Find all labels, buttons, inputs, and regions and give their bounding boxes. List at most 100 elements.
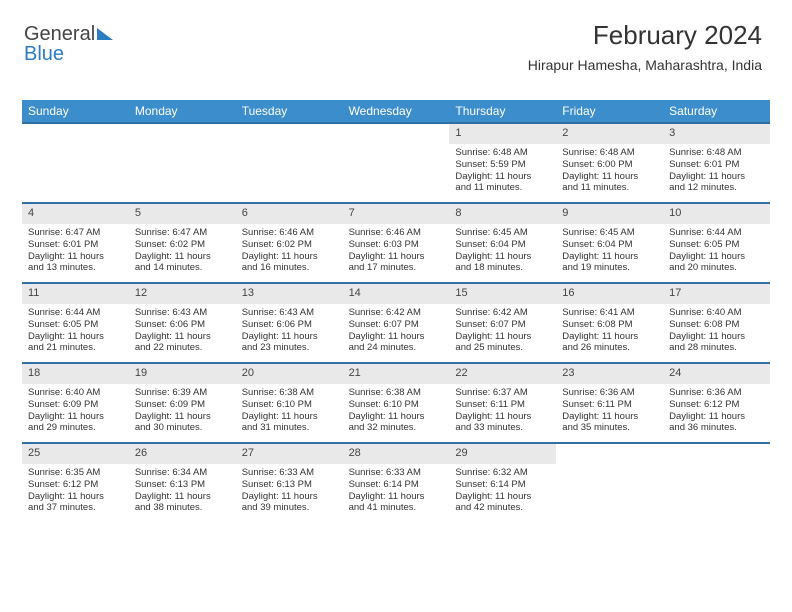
day-number: 11 <box>22 284 129 304</box>
daylight-line-2: and 25 minutes. <box>455 342 550 354</box>
calendar-cell: 27Sunrise: 6:33 AMSunset: 6:13 PMDayligh… <box>236 444 343 522</box>
day-number: 19 <box>129 364 236 384</box>
logo-text-1: General <box>24 23 95 45</box>
sunset-line: Sunset: 6:13 PM <box>135 479 230 491</box>
calendar-week: 4Sunrise: 6:47 AMSunset: 6:01 PMDaylight… <box>22 202 770 282</box>
calendar-cell <box>663 444 770 522</box>
daylight-line-2: and 18 minutes. <box>455 262 550 274</box>
sunset-line: Sunset: 6:10 PM <box>242 399 337 411</box>
sunset-line: Sunset: 6:07 PM <box>349 319 444 331</box>
calendar-cell: 7Sunrise: 6:46 AMSunset: 6:03 PMDaylight… <box>343 204 450 282</box>
daylight-line-2: and 17 minutes. <box>349 262 444 274</box>
daylight-line-2: and 41 minutes. <box>349 502 444 514</box>
calendar-week: 1Sunrise: 6:48 AMSunset: 5:59 PMDaylight… <box>22 122 770 202</box>
calendar-cell: 8Sunrise: 6:45 AMSunset: 6:04 PMDaylight… <box>449 204 556 282</box>
dayhead-thu: Thursday <box>449 100 556 122</box>
day-number-empty <box>343 124 450 144</box>
day-body: Sunrise: 6:38 AMSunset: 6:10 PMDaylight:… <box>343 384 450 440</box>
sunrise-line: Sunrise: 6:45 AM <box>455 227 550 239</box>
day-body: Sunrise: 6:48 AMSunset: 6:00 PMDaylight:… <box>556 144 663 200</box>
sunrise-line: Sunrise: 6:42 AM <box>455 307 550 319</box>
calendar-week: 11Sunrise: 6:44 AMSunset: 6:05 PMDayligh… <box>22 282 770 362</box>
daylight-line-2: and 16 minutes. <box>242 262 337 274</box>
daylight-line-1: Daylight: 11 hours <box>455 491 550 503</box>
sunrise-line: Sunrise: 6:38 AM <box>349 387 444 399</box>
day-body: Sunrise: 6:43 AMSunset: 6:06 PMDaylight:… <box>236 304 343 360</box>
calendar-cell: 5Sunrise: 6:47 AMSunset: 6:02 PMDaylight… <box>129 204 236 282</box>
dayhead-mon: Monday <box>129 100 236 122</box>
dayhead-tue: Tuesday <box>236 100 343 122</box>
sunset-line: Sunset: 6:05 PM <box>669 239 764 251</box>
sunset-line: Sunset: 6:07 PM <box>455 319 550 331</box>
calendar-cell <box>22 124 129 202</box>
day-body: Sunrise: 6:48 AMSunset: 6:01 PMDaylight:… <box>663 144 770 200</box>
sunset-line: Sunset: 6:11 PM <box>562 399 657 411</box>
daylight-line-2: and 22 minutes. <box>135 342 230 354</box>
day-body: Sunrise: 6:40 AMSunset: 6:08 PMDaylight:… <box>663 304 770 360</box>
calendar-cell: 16Sunrise: 6:41 AMSunset: 6:08 PMDayligh… <box>556 284 663 362</box>
calendar-cell: 6Sunrise: 6:46 AMSunset: 6:02 PMDaylight… <box>236 204 343 282</box>
daylight-line-2: and 29 minutes. <box>28 422 123 434</box>
sunset-line: Sunset: 6:06 PM <box>242 319 337 331</box>
day-body: Sunrise: 6:43 AMSunset: 6:06 PMDaylight:… <box>129 304 236 360</box>
sunrise-line: Sunrise: 6:44 AM <box>669 227 764 239</box>
daylight-line-2: and 33 minutes. <box>455 422 550 434</box>
day-number-empty <box>556 444 663 464</box>
calendar-cell: 15Sunrise: 6:42 AMSunset: 6:07 PMDayligh… <box>449 284 556 362</box>
sunset-line: Sunset: 6:05 PM <box>28 319 123 331</box>
sunrise-line: Sunrise: 6:33 AM <box>349 467 444 479</box>
page-title: February 2024 <box>528 20 762 51</box>
header: February 2024 Hirapur Hamesha, Maharasht… <box>528 20 762 73</box>
daylight-line-1: Daylight: 11 hours <box>242 251 337 263</box>
day-body: Sunrise: 6:44 AMSunset: 6:05 PMDaylight:… <box>663 224 770 280</box>
day-number: 29 <box>449 444 556 464</box>
sunset-line: Sunset: 6:12 PM <box>28 479 123 491</box>
daylight-line-1: Daylight: 11 hours <box>562 171 657 183</box>
calendar-cell: 21Sunrise: 6:38 AMSunset: 6:10 PMDayligh… <box>343 364 450 442</box>
calendar-cell: 12Sunrise: 6:43 AMSunset: 6:06 PMDayligh… <box>129 284 236 362</box>
daylight-line-2: and 35 minutes. <box>562 422 657 434</box>
sunrise-line: Sunrise: 6:40 AM <box>28 387 123 399</box>
daylight-line-2: and 19 minutes. <box>562 262 657 274</box>
calendar-cell: 18Sunrise: 6:40 AMSunset: 6:09 PMDayligh… <box>22 364 129 442</box>
day-number-empty <box>663 444 770 464</box>
daylight-line-1: Daylight: 11 hours <box>242 491 337 503</box>
daylight-line-1: Daylight: 11 hours <box>135 491 230 503</box>
logo-triangle-icon <box>97 28 113 40</box>
sunrise-line: Sunrise: 6:47 AM <box>28 227 123 239</box>
daylight-line-2: and 11 minutes. <box>562 182 657 194</box>
calendar-cell: 10Sunrise: 6:44 AMSunset: 6:05 PMDayligh… <box>663 204 770 282</box>
day-number: 9 <box>556 204 663 224</box>
day-body: Sunrise: 6:47 AMSunset: 6:01 PMDaylight:… <box>22 224 129 280</box>
sunrise-line: Sunrise: 6:48 AM <box>669 147 764 159</box>
sunrise-line: Sunrise: 6:35 AM <box>28 467 123 479</box>
daylight-line-1: Daylight: 11 hours <box>28 331 123 343</box>
sunset-line: Sunset: 6:04 PM <box>562 239 657 251</box>
daylight-line-1: Daylight: 11 hours <box>669 251 764 263</box>
daylight-line-2: and 30 minutes. <box>135 422 230 434</box>
day-number: 3 <box>663 124 770 144</box>
sunrise-line: Sunrise: 6:47 AM <box>135 227 230 239</box>
calendar-cell: 14Sunrise: 6:42 AMSunset: 6:07 PMDayligh… <box>343 284 450 362</box>
day-body: Sunrise: 6:40 AMSunset: 6:09 PMDaylight:… <box>22 384 129 440</box>
daylight-line-2: and 14 minutes. <box>135 262 230 274</box>
daylight-line-1: Daylight: 11 hours <box>455 411 550 423</box>
daylight-line-2: and 38 minutes. <box>135 502 230 514</box>
day-number: 21 <box>343 364 450 384</box>
sunset-line: Sunset: 6:02 PM <box>135 239 230 251</box>
sunrise-line: Sunrise: 6:36 AM <box>562 387 657 399</box>
day-number: 13 <box>236 284 343 304</box>
calendar-cell: 17Sunrise: 6:40 AMSunset: 6:08 PMDayligh… <box>663 284 770 362</box>
day-body: Sunrise: 6:47 AMSunset: 6:02 PMDaylight:… <box>129 224 236 280</box>
daylight-line-2: and 37 minutes. <box>28 502 123 514</box>
daylight-line-1: Daylight: 11 hours <box>562 331 657 343</box>
day-body: Sunrise: 6:35 AMSunset: 6:12 PMDaylight:… <box>22 464 129 520</box>
sunset-line: Sunset: 6:14 PM <box>349 479 444 491</box>
sunset-line: Sunset: 6:03 PM <box>349 239 444 251</box>
day-number: 12 <box>129 284 236 304</box>
sunset-line: Sunset: 6:11 PM <box>455 399 550 411</box>
sunrise-line: Sunrise: 6:34 AM <box>135 467 230 479</box>
sunset-line: Sunset: 6:08 PM <box>562 319 657 331</box>
calendar-cell: 4Sunrise: 6:47 AMSunset: 6:01 PMDaylight… <box>22 204 129 282</box>
calendar-cell: 28Sunrise: 6:33 AMSunset: 6:14 PMDayligh… <box>343 444 450 522</box>
